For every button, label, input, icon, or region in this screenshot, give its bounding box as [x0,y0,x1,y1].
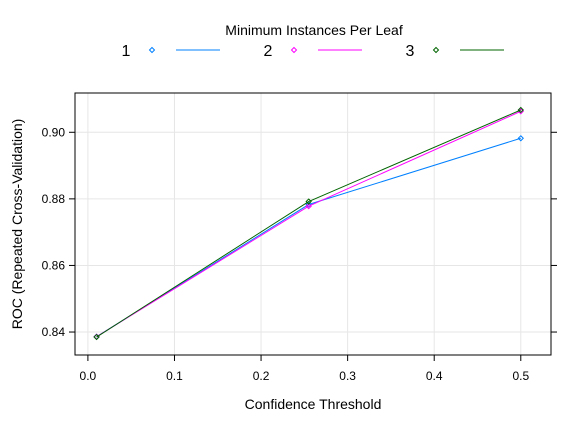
grid [75,93,551,355]
series-1 [93,135,524,340]
legend-marker [290,46,298,54]
series-2 [93,108,524,340]
legend-title: Minimum Instances Per Leaf [225,22,403,38]
legend-label: 3 [406,43,415,60]
x-tick-label: 0.0 [80,369,97,383]
y-tick-label: 0.90 [42,125,66,139]
series-line-3 [96,109,521,338]
series-layer [93,106,524,341]
legend-item-2: 2 [264,43,362,60]
legend: Minimum Instances Per Leaf 1 2 3 [122,22,504,60]
legend-item-3: 3 [406,43,504,60]
legend-marker [148,46,156,54]
plot-frame [74,92,552,356]
x-tick-label: 0.3 [339,369,356,383]
y-tick-label: 0.88 [42,192,66,206]
x-tick-label: 0.4 [426,369,443,383]
legend-item-1: 1 [122,43,220,60]
data-point [517,106,524,114]
series-line-2 [96,110,521,338]
data-point [93,333,100,341]
x-tick-label: 0.1 [166,369,183,383]
series-3 [93,106,524,341]
legend-label: 1 [122,43,131,60]
data-point [517,135,524,142]
y-tick-label: 0.84 [42,325,66,339]
y-axis-label: ROC (Repeated Cross-Validation) [9,119,25,330]
legend-label: 2 [264,43,273,60]
axes: 0.0 0.1 0.2 0.3 0.4 0.5 0.84 0.86 0.88 0.90 [42,125,557,383]
series-line-1 [96,137,521,338]
legend-marker [432,46,440,54]
y-tick-label: 0.86 [42,258,66,272]
x-tick-label: 0.5 [512,369,529,383]
data-point [305,201,312,208]
data-point [305,198,312,205]
data-point [305,202,312,210]
x-axis-label: Confidence Threshold [245,396,382,412]
x-tick-label: 0.2 [253,369,270,383]
